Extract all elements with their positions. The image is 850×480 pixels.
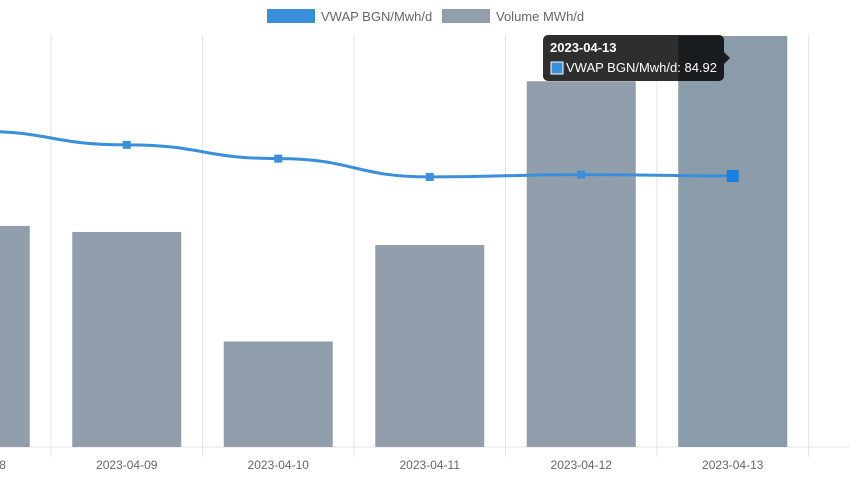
tooltip-swatch [550,61,564,75]
legend: VWAP BGN/Mwh/d Volume MWh/d [267,9,584,24]
tooltip: 2023-04-13 VWAP BGN/Mwh/d: 84.92 [543,35,730,81]
vwap-line [0,130,733,179]
bar-series [0,36,788,447]
vwap-point-2023-04-11[interactable] [425,172,434,181]
volume-bar-2023-04-11[interactable] [375,245,485,447]
volume-bar-2023-04-09[interactable] [72,231,182,447]
tooltip-caret [724,52,730,64]
tooltip-value: VWAP BGN/Mwh/d: 84.92 [566,60,717,75]
x-tick-label: 2023-04-11 [400,458,461,472]
x-tick-label: 2023-04-08 [0,458,6,472]
vwap-point-2023-04-10[interactable] [274,154,283,163]
legend-item-volume-swatch[interactable] [442,9,490,23]
volume-bar-2023-04-12[interactable] [526,81,636,447]
vwap-point-2023-04-13[interactable] [726,169,739,182]
x-tick-label: 2023-04-10 [248,458,310,472]
legend-item-volume-label[interactable]: Volume MWh/d [496,9,584,24]
vwap-point-2023-04-12[interactable] [577,170,586,179]
vwap-point-2023-04-09[interactable] [122,140,131,149]
legend-item-vwap-label[interactable]: VWAP BGN/Mwh/d [321,9,432,24]
volume-bar-2023-04-10[interactable] [223,341,333,447]
x-tick-label: 2023-04-12 [551,458,613,472]
tooltip-title: 2023-04-13 [550,40,617,55]
volume-bar-2023-04-13[interactable] [678,36,788,447]
line-series [0,130,739,182]
tooltip-box [543,35,724,81]
volume-bar-2023-04-08[interactable] [0,225,30,447]
legend-item-vwap-swatch[interactable] [267,9,315,23]
x-tick-label: 2023-04-13 [702,458,764,472]
x-tick-label: 2023-04-09 [96,458,158,472]
x-axis: 2023-04-08 2023-04-09 2023-04-10 2023-04-11… [0,458,764,472]
